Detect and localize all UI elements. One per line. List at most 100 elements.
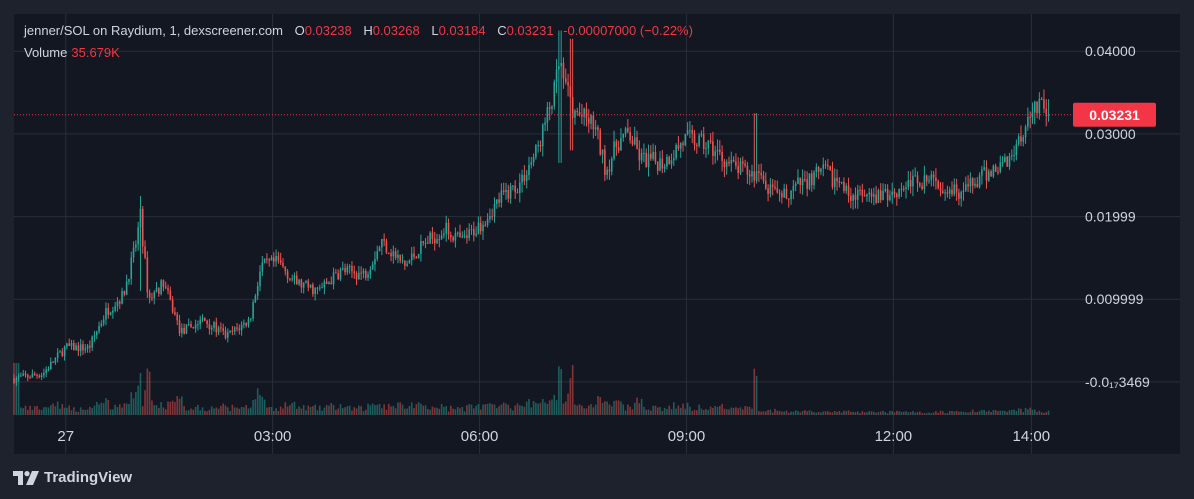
candle-body	[847, 185, 850, 196]
candle-body	[771, 184, 774, 187]
high-value: 0.03268	[372, 23, 420, 38]
candle-body	[378, 247, 381, 252]
volume-bar	[643, 406, 645, 415]
volume-bar	[983, 409, 985, 415]
candle-body	[753, 171, 756, 181]
volume-bar	[231, 404, 234, 415]
candle-body	[560, 62, 562, 67]
candle-body	[187, 324, 190, 326]
volume-bar	[824, 411, 827, 415]
price-axis[interactable]: 0.04000 0.03000 0.01999 0.009999 -0.0₁₇3469	[1085, 43, 1150, 390]
volume-bar	[15, 363, 18, 415]
volume-bar	[652, 405, 654, 415]
candle-body	[132, 247, 135, 258]
candle-body	[622, 133, 625, 138]
volume-bar	[955, 410, 958, 415]
candle-body	[424, 242, 427, 244]
candle-body	[739, 161, 742, 174]
volume-bar	[516, 403, 519, 415]
candle-body	[638, 148, 641, 161]
candle-body	[210, 327, 213, 330]
volume-bar	[799, 412, 802, 415]
volume-bar	[974, 412, 976, 415]
volume-bar	[728, 409, 730, 415]
candle-body	[302, 282, 305, 288]
volume-bar	[900, 411, 903, 415]
candle-body	[252, 302, 254, 319]
candle-body	[631, 140, 634, 145]
candle-body	[866, 194, 868, 197]
volume-bar	[914, 412, 917, 415]
candle-body	[98, 326, 100, 332]
candle-body	[585, 108, 588, 119]
volume-bar	[169, 401, 172, 415]
last-price-tag: 0.03231	[1073, 102, 1156, 127]
volume-bar	[523, 406, 526, 415]
candle-body	[102, 319, 105, 324]
candle-body	[987, 171, 990, 181]
volume-bar	[86, 409, 89, 415]
candle-body	[875, 194, 877, 203]
candle-body	[54, 357, 57, 363]
volume-bar	[597, 396, 599, 415]
candle-body	[456, 232, 459, 234]
candle-body	[663, 166, 666, 169]
volume-bar	[636, 397, 638, 415]
candle-body	[121, 291, 123, 304]
candle-body	[774, 186, 776, 189]
candle-body	[454, 232, 457, 241]
candle-body	[606, 169, 608, 175]
volume-bar	[277, 411, 280, 415]
volume-bar	[518, 405, 521, 415]
candle-body	[112, 310, 114, 313]
volume-bar	[461, 406, 464, 415]
candle-body	[1045, 108, 1048, 116]
volume-bar	[751, 408, 753, 415]
volume-bar	[967, 412, 969, 415]
volume-bar	[199, 410, 202, 415]
volume-bar	[1020, 408, 1022, 415]
time-axis[interactable]: 27 03:00 06:00 09:00 12:00 14:00	[57, 428, 1050, 445]
tradingview-brand[interactable]: TradingView	[13, 469, 132, 486]
volume-bar	[139, 373, 142, 415]
volume-bar	[822, 411, 825, 415]
candle-body	[530, 162, 533, 165]
volume-bar	[436, 407, 438, 415]
volume-bar	[282, 408, 284, 415]
volume-bar	[891, 410, 894, 415]
candle-body	[696, 144, 698, 146]
candle-body	[948, 189, 951, 194]
volume-bar	[863, 412, 866, 415]
candle-body	[946, 192, 949, 194]
volume-bar	[491, 404, 493, 415]
candle-body	[282, 262, 284, 267]
candle-body	[346, 266, 349, 273]
candle-body	[539, 144, 542, 147]
volume-bar	[953, 411, 956, 415]
candle-body	[289, 278, 291, 280]
volume-bar	[197, 404, 199, 415]
volume-bar	[925, 413, 928, 415]
volume-bar	[1004, 410, 1006, 415]
volume-bar	[500, 404, 503, 415]
volume-bar	[187, 410, 190, 415]
plot-area[interactable]	[14, 14, 1180, 454]
candle-body	[964, 184, 967, 191]
volume-bar	[162, 407, 165, 415]
candle-body	[429, 232, 431, 244]
volume-bar	[355, 408, 358, 415]
volume-bar	[907, 412, 910, 415]
volume-bar	[668, 405, 671, 415]
candle-body	[652, 152, 654, 159]
volume-bar	[272, 411, 275, 415]
volume-bar	[889, 410, 891, 415]
volume-bar	[302, 405, 305, 415]
volume-bar	[1036, 411, 1038, 415]
volume-bar	[712, 407, 714, 415]
candle-body	[261, 262, 264, 272]
volume-bar	[576, 405, 579, 415]
candle-body	[208, 324, 211, 330]
volume-bar	[408, 405, 411, 415]
